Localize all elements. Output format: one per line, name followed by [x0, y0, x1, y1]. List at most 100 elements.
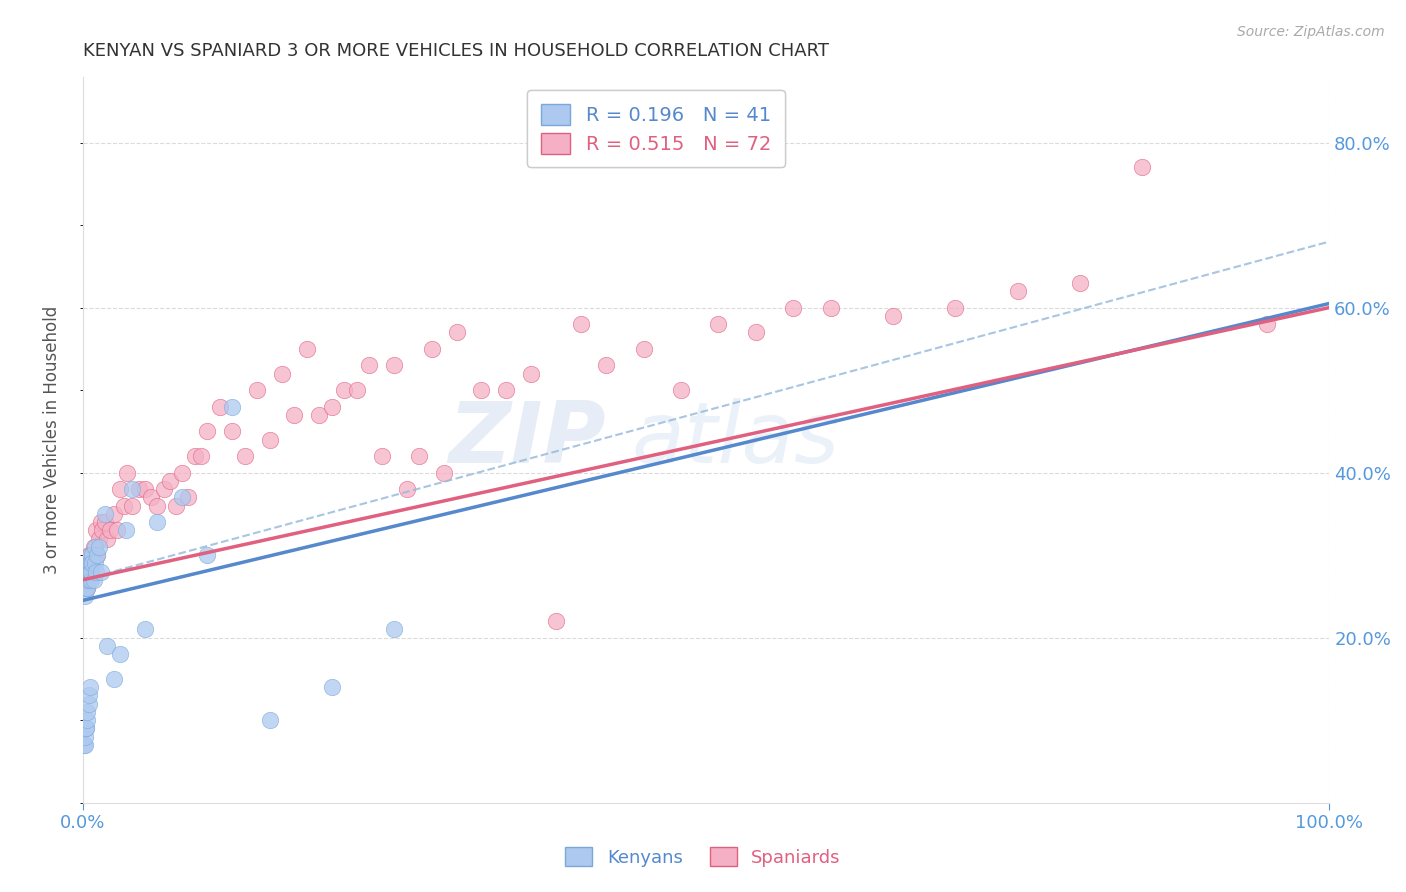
Point: [408, 449, 430, 463]
Point: [943, 301, 966, 315]
Point: [82, 557, 104, 571]
Point: [96, 639, 118, 653]
Point: [172, 491, 194, 505]
Point: [84, 548, 107, 562]
Point: [76, 713, 98, 727]
Point: [382, 359, 405, 373]
Point: [98, 524, 121, 538]
Point: [134, 623, 156, 637]
Point: [80, 557, 103, 571]
Point: [73, 738, 96, 752]
Point: [87, 540, 110, 554]
Point: [75, 722, 97, 736]
Point: [246, 383, 269, 397]
Point: [117, 466, 139, 480]
Point: [76, 581, 98, 595]
Point: [75, 581, 97, 595]
Point: [520, 367, 543, 381]
Point: [271, 367, 294, 381]
Point: [86, 548, 108, 562]
Point: [359, 359, 381, 373]
Point: [395, 482, 418, 496]
Point: [495, 383, 517, 397]
Point: [259, 713, 281, 727]
Point: [77, 573, 100, 587]
Point: [346, 383, 368, 397]
Point: [221, 400, 243, 414]
Point: [77, 697, 100, 711]
Point: [77, 557, 100, 571]
Point: [73, 573, 96, 587]
Point: [108, 482, 131, 496]
Text: atlas: atlas: [631, 398, 839, 481]
Point: [446, 326, 468, 340]
Point: [83, 540, 105, 554]
Point: [121, 482, 143, 496]
Point: [94, 507, 117, 521]
Point: [90, 515, 112, 529]
Point: [221, 425, 243, 439]
Point: [77, 548, 100, 562]
Point: [76, 573, 98, 587]
Point: [86, 548, 108, 562]
Point: [382, 623, 405, 637]
Point: [80, 565, 103, 579]
Text: Source: ZipAtlas.com: Source: ZipAtlas.com: [1237, 25, 1385, 39]
Point: [80, 548, 103, 562]
Point: [108, 647, 131, 661]
Point: [91, 524, 114, 538]
Point: [633, 342, 655, 356]
Point: [146, 499, 169, 513]
Point: [103, 507, 125, 521]
Text: KENYAN VS SPANIARD 3 OR MORE VEHICLES IN HOUSEHOLD CORRELATION CHART: KENYAN VS SPANIARD 3 OR MORE VEHICLES IN…: [83, 42, 828, 60]
Point: [208, 400, 231, 414]
Point: [79, 548, 101, 562]
Point: [146, 515, 169, 529]
Point: [820, 301, 842, 315]
Point: [1069, 276, 1091, 290]
Point: [139, 491, 162, 505]
Point: [177, 491, 200, 505]
Point: [84, 540, 107, 554]
Legend: Kenyans, Spaniards: Kenyans, Spaniards: [558, 840, 848, 874]
Point: [84, 557, 107, 571]
Point: [159, 474, 181, 488]
Point: [107, 524, 129, 538]
Point: [745, 326, 768, 340]
Point: [128, 482, 150, 496]
Point: [75, 722, 97, 736]
Point: [73, 730, 96, 744]
Point: [77, 565, 100, 579]
Point: [82, 557, 104, 571]
Point: [165, 499, 187, 513]
Point: [321, 680, 343, 694]
Point: [1007, 284, 1029, 298]
Point: [112, 499, 135, 513]
Point: [669, 383, 692, 397]
Point: [233, 449, 256, 463]
Point: [79, 565, 101, 579]
Point: [90, 565, 112, 579]
Point: [470, 383, 492, 397]
Point: [75, 565, 97, 579]
Point: [76, 565, 98, 579]
Point: [115, 524, 138, 538]
Point: [82, 548, 104, 562]
Point: [183, 449, 205, 463]
Point: [595, 359, 617, 373]
Point: [195, 425, 218, 439]
Point: [433, 466, 456, 480]
Point: [77, 689, 100, 703]
Point: [79, 680, 101, 694]
Point: [121, 499, 143, 513]
Point: [79, 565, 101, 579]
Text: ZIP: ZIP: [449, 398, 606, 481]
Point: [87, 532, 110, 546]
Point: [420, 342, 443, 356]
Point: [76, 581, 98, 595]
Point: [371, 449, 394, 463]
Point: [882, 309, 904, 323]
Point: [782, 301, 804, 315]
Point: [76, 705, 98, 719]
Point: [569, 317, 592, 331]
